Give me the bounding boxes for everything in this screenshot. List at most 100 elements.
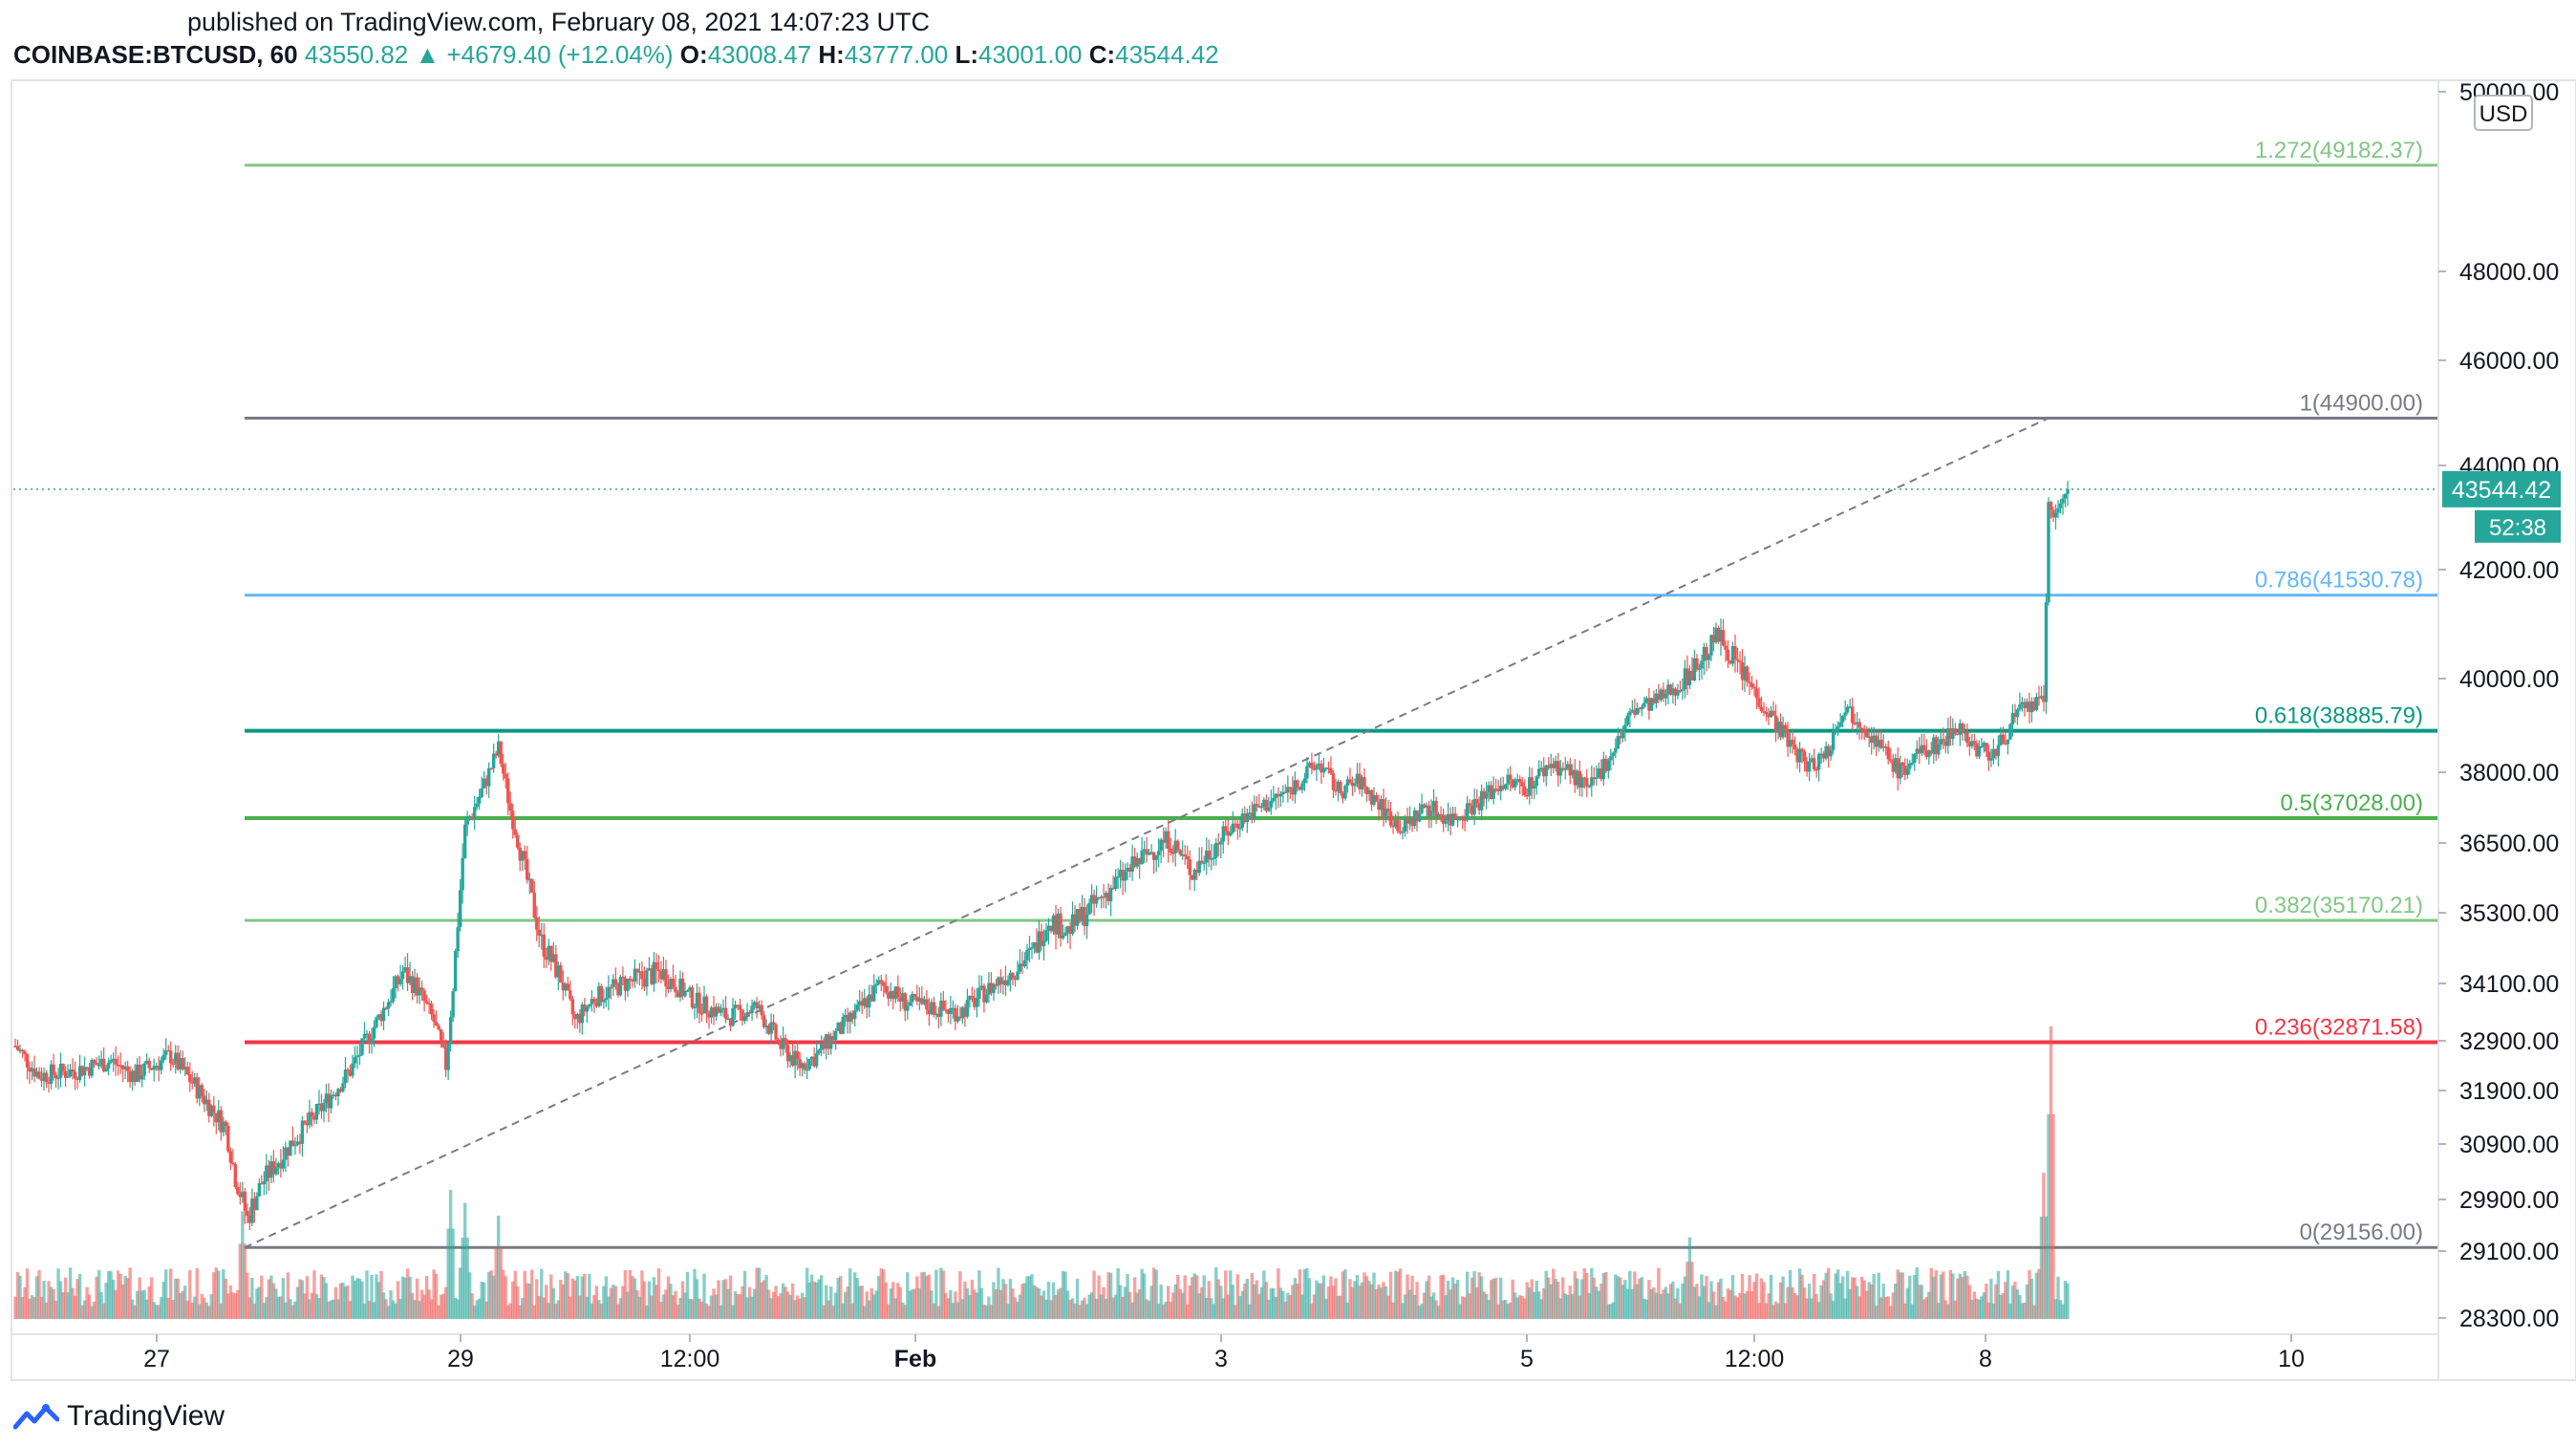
candle-body: [415, 977, 419, 996]
candle-body: [1730, 646, 1735, 664]
price-axis[interactable]: 50000.0048000.0046000.0044000.0042000.00…: [2438, 79, 2559, 1332]
volume-bar: [82, 1300, 87, 1319]
candle-body: [1094, 896, 1099, 904]
volume-bar: [1709, 1281, 1713, 1319]
volume-bar: [1403, 1294, 1407, 1319]
candle-body: [1975, 743, 1979, 757]
volume-bar: [1537, 1291, 1541, 1319]
fib-level-label: 1.272(49182.37): [2255, 138, 2423, 163]
currency-badge[interactable]: USD: [2474, 95, 2533, 131]
volume-bar: [1286, 1292, 1290, 1319]
volume-bar: [1724, 1301, 1728, 1319]
volume-bar: [1549, 1284, 1553, 1319]
volume-bar: [1687, 1237, 1692, 1319]
volume-bar: [612, 1284, 615, 1319]
candle-body: [1934, 737, 1939, 755]
candle-body: [171, 1063, 175, 1066]
volume-bar: [353, 1280, 357, 1319]
change-arrow-icon: ▲: [415, 40, 440, 69]
volume-bar: [1705, 1276, 1708, 1319]
price-tick-label: 35300.00: [2459, 900, 2559, 927]
candle-body: [1142, 849, 1147, 851]
candle-body: [1334, 789, 1338, 792]
candle-body: [774, 1024, 778, 1040]
volume-bar: [415, 1278, 419, 1319]
volume-bar: [396, 1281, 400, 1319]
candle-body: [1063, 932, 1067, 936]
candle-body: [1523, 786, 1527, 795]
time-axis[interactable]: 27 29 12:00 Feb 3 5 12:00 8 10: [143, 1334, 2305, 1372]
candle-body: [1231, 823, 1234, 832]
volume-bar: [1711, 1291, 1716, 1319]
symbol-label[interactable]: COINBASE:BTCUSD, 60: [13, 40, 298, 69]
volume-bar: [472, 1306, 477, 1319]
volume-bar: [915, 1276, 919, 1319]
volume-bar: [1089, 1292, 1094, 1319]
candle-body: [1872, 735, 1876, 744]
candle-body: [958, 1016, 962, 1019]
candle-body: [1472, 799, 1476, 815]
candle-body: [896, 986, 900, 998]
candle-body: [2039, 696, 2044, 698]
candle-body: [484, 778, 488, 787]
candle-body: [805, 1069, 809, 1071]
candle-body: [243, 1191, 247, 1211]
candle-body: [1530, 777, 1534, 789]
candle-body: [1393, 820, 1398, 828]
candle-body: [992, 983, 996, 994]
volume-bar: [575, 1276, 580, 1319]
candle-body: [1324, 767, 1328, 769]
candle-body: [1972, 741, 1977, 744]
volume-bar: [49, 1286, 54, 1319]
candle-body: [1590, 777, 1594, 787]
candle-body: [295, 1141, 300, 1145]
volume-bar: [1730, 1275, 1735, 1319]
chart-frame: [11, 79, 2576, 1381]
volume-bar: [1994, 1284, 1998, 1319]
volume-bar: [1743, 1293, 1747, 1319]
volume-bar: [1013, 1297, 1018, 1319]
candle-body: [781, 1038, 785, 1049]
low-value: 43001.00: [978, 40, 1083, 69]
volume-bar: [1492, 1278, 1495, 1319]
candle-body: [975, 998, 979, 1007]
candle-body: [1918, 748, 1921, 754]
candle-body: [698, 992, 701, 1014]
candle-body: [1027, 948, 1032, 951]
volume-bar: [1991, 1303, 1996, 1319]
volume-bar: [362, 1304, 367, 1319]
candle-body: [1561, 767, 1565, 770]
candle-body: [1709, 635, 1713, 656]
volume-bar: [1520, 1295, 1524, 1319]
volume-bar: [1127, 1291, 1132, 1319]
candle-body: [1889, 759, 1893, 762]
volume-bar: [1870, 1284, 1874, 1319]
volume-bar: [891, 1282, 895, 1319]
candle-body: [142, 1063, 146, 1076]
volume-bar: [1554, 1278, 1557, 1319]
candle-body: [545, 957, 548, 961]
candle-body: [1609, 756, 1613, 761]
candle-body: [1350, 782, 1355, 787]
volume-bar: [669, 1284, 673, 1319]
footer-brand[interactable]: TradingView: [13, 1397, 225, 1436]
volume-bar: [1140, 1268, 1144, 1319]
time-tick-label: 12:00: [1725, 1346, 1785, 1372]
candle-body: [1070, 914, 1075, 935]
candle-body: [1164, 831, 1168, 843]
volume-bar: [367, 1301, 372, 1319]
candle-body: [1307, 762, 1312, 767]
volume-bar: [941, 1270, 946, 1319]
volume-bar: [836, 1277, 840, 1319]
volume-bar: [671, 1295, 676, 1319]
candle-body: [1296, 780, 1299, 788]
candle-body: [819, 1043, 824, 1050]
candle-body: [516, 834, 520, 848]
volume-bar: [774, 1285, 778, 1319]
volume-bar: [674, 1290, 677, 1319]
trend-line[interactable]: [244, 417, 2050, 1249]
candle-body: [1735, 659, 1740, 661]
candle-body: [1056, 913, 1061, 935]
volume-bar: [616, 1304, 620, 1319]
